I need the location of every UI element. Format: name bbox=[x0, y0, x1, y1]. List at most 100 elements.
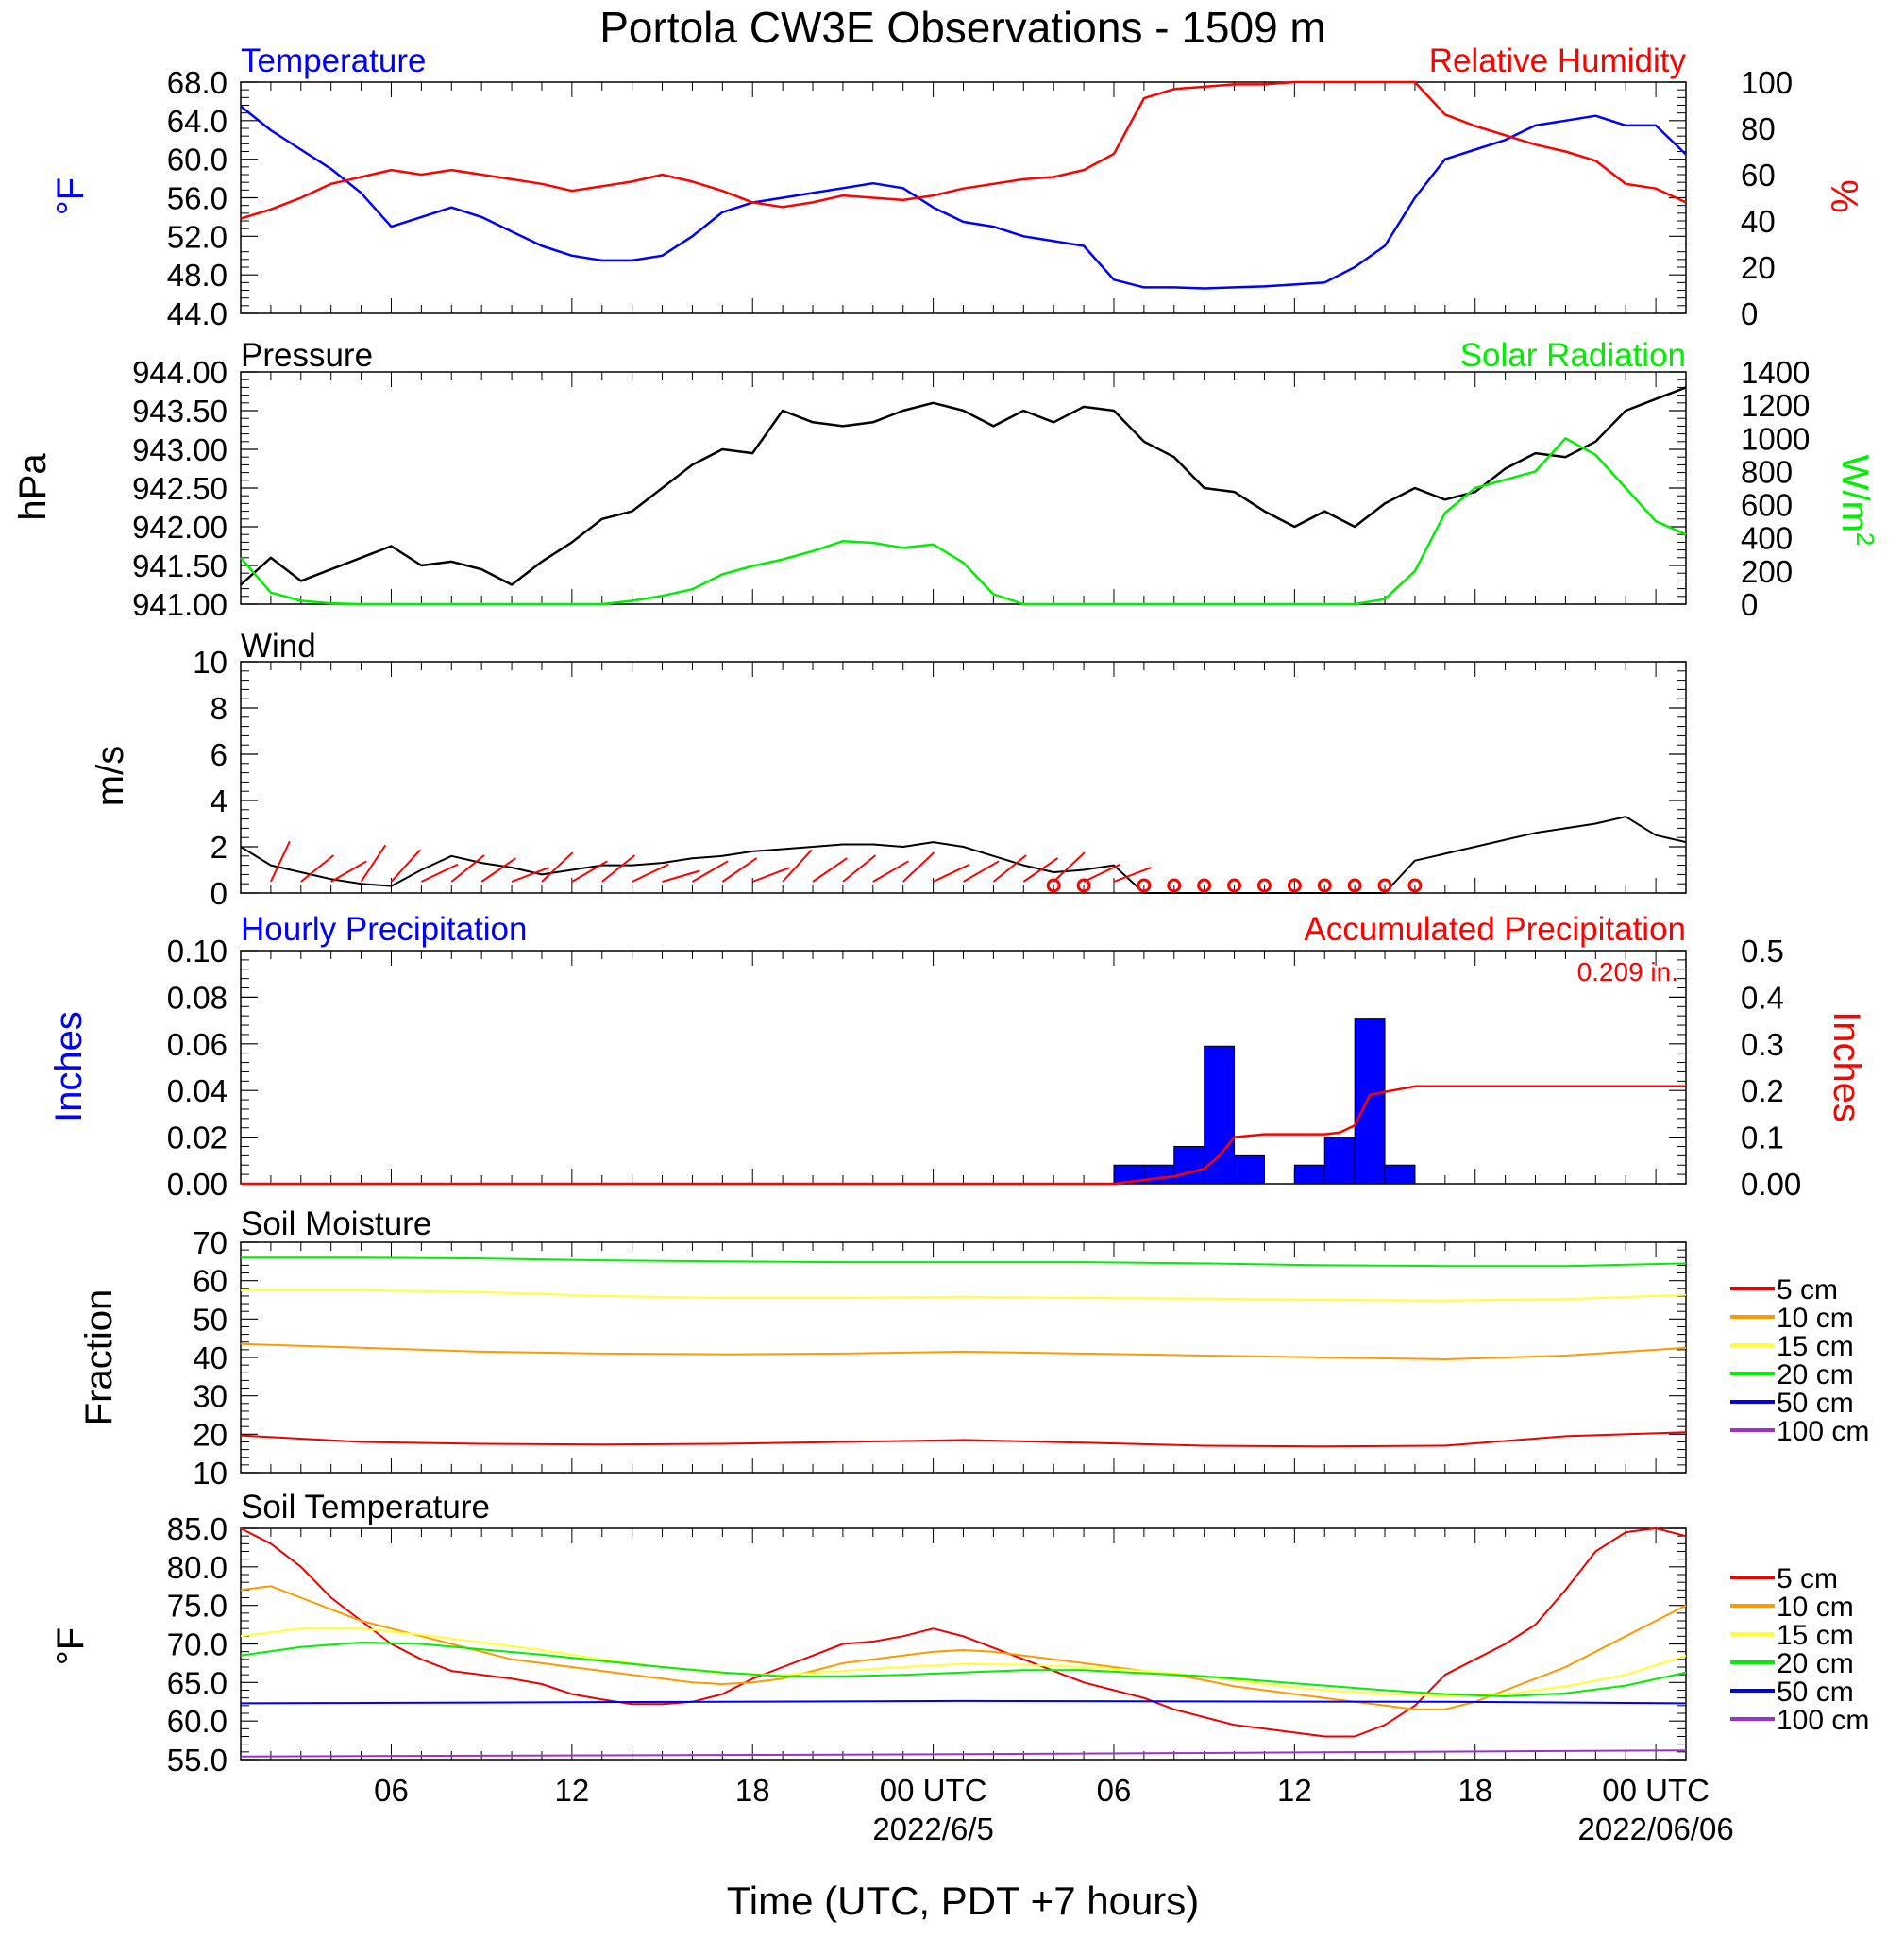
soil-line-20cm bbox=[241, 1256, 1687, 1268]
wind-barb bbox=[390, 849, 421, 883]
solar-title: Solar Radiation bbox=[1460, 337, 1686, 374]
soil-line-15cm bbox=[240, 1627, 1687, 1697]
y-tick-label-left: 64.0 bbox=[167, 104, 227, 139]
y-tick-label-right: 600 bbox=[1741, 488, 1793, 523]
y-tick-label-right: 100 bbox=[1741, 65, 1793, 100]
soil-moisture-title: Soil Moisture bbox=[241, 1205, 431, 1242]
y-tick-label-left: 70.0 bbox=[167, 1627, 227, 1662]
wind-barb bbox=[1113, 867, 1152, 883]
panel-frame bbox=[240, 1241, 1687, 1474]
x-tick-label: 06 bbox=[1097, 1773, 1132, 1808]
y-tick-label-left: 0 bbox=[211, 876, 227, 911]
y-tick-label-left: 60 bbox=[193, 1264, 227, 1299]
legend-label: 50 cm bbox=[1777, 1677, 1854, 1708]
panel-wind: 10 8 6 4 2 0 bbox=[193, 645, 1687, 911]
calm-wind-marker bbox=[1076, 878, 1091, 893]
y-tick-label-right: 1400 bbox=[1741, 355, 1810, 390]
x-tick-label: 18 bbox=[1457, 1773, 1492, 1808]
precip-ylabel-left: Inches bbox=[48, 1011, 90, 1122]
legend-label: 10 cm bbox=[1777, 1592, 1854, 1623]
solar-radiation-line bbox=[240, 437, 1687, 606]
calm-wind-marker bbox=[1317, 878, 1332, 893]
x-tick-label: 12 bbox=[1277, 1773, 1312, 1808]
y-tick-label-left: 52.0 bbox=[167, 219, 227, 254]
y-tick-label-right: 40 bbox=[1741, 204, 1776, 239]
calm-wind-marker bbox=[1347, 878, 1362, 893]
y-tick-label-right: 0.3 bbox=[1741, 1027, 1784, 1062]
y-tick-label-left: 8 bbox=[211, 691, 227, 726]
wind-barb bbox=[601, 854, 636, 883]
calm-wind-marker bbox=[1287, 878, 1302, 893]
wind-barb bbox=[1083, 863, 1121, 883]
soil-line-10cm bbox=[240, 1585, 1687, 1710]
wind-barb bbox=[662, 869, 700, 883]
hourly-precip-bar bbox=[1293, 1164, 1325, 1185]
y-tick-label-left: 70 bbox=[193, 1225, 227, 1260]
precip-ylabel-right: Inches bbox=[1826, 1011, 1867, 1122]
wind-barb bbox=[420, 863, 459, 883]
temperature-ylabel: °F bbox=[50, 177, 92, 215]
humidity-line bbox=[240, 80, 1687, 220]
temperature-title: Temperature bbox=[241, 42, 426, 79]
wind-barb bbox=[963, 860, 1000, 883]
y-tick-label-right: 0.5 bbox=[1741, 934, 1784, 969]
calm-wind-marker bbox=[1377, 878, 1392, 893]
accum-precip-total: 0.209 in. bbox=[1577, 957, 1678, 986]
solar-ylabel: W/m2 bbox=[1834, 455, 1879, 547]
y-tick-label-left: 943.00 bbox=[132, 432, 227, 467]
y-tick-label-left: 68.0 bbox=[167, 65, 227, 100]
hourly-precip-bar bbox=[1173, 1145, 1205, 1185]
y-tick-label-left: 0.08 bbox=[167, 980, 227, 1015]
panel-frame bbox=[240, 371, 1687, 605]
solar-ylabel-sup: 2 bbox=[1851, 532, 1879, 546]
legend-label: 5 cm bbox=[1777, 1563, 1838, 1594]
legend-label: 20 cm bbox=[1777, 1648, 1854, 1679]
wind-barb bbox=[450, 854, 485, 883]
soil-line-15cm bbox=[241, 1289, 1687, 1302]
y-tick-label-left: 48.0 bbox=[167, 258, 227, 293]
y-tick-label-right: 400 bbox=[1741, 521, 1793, 556]
y-tick-label-left: 941.00 bbox=[132, 587, 227, 622]
y-tick-label-left: 40 bbox=[193, 1340, 227, 1375]
y-tick-label-left: 60.0 bbox=[167, 1704, 227, 1739]
x-tick-label: 00 UTC bbox=[1602, 1773, 1710, 1808]
wind-barb bbox=[691, 860, 729, 883]
y-tick-label-right: 0.2 bbox=[1741, 1073, 1784, 1108]
wind-barb bbox=[541, 851, 574, 883]
x-tick-label: 06 bbox=[374, 1773, 409, 1808]
wind-barb bbox=[782, 849, 813, 883]
y-tick-label-left: 60.0 bbox=[167, 143, 227, 177]
soil-line-50cm bbox=[240, 1699, 1687, 1705]
y-tick-label-left: 941.50 bbox=[132, 548, 227, 583]
wind-barb bbox=[1022, 857, 1059, 883]
y-tick-label-left: 20 bbox=[193, 1417, 227, 1452]
panel-temperature-humidity: 68.0 64.0 60.0 56.052.0 48.044.0 100 80 60 40 20 0 bbox=[167, 65, 1793, 331]
x-tick-label: 00 UTC bbox=[880, 1773, 987, 1808]
wind-barb bbox=[1053, 851, 1086, 883]
y-tick-label-right: 800 bbox=[1741, 454, 1793, 489]
wind-barb bbox=[632, 863, 669, 883]
wind-barb bbox=[902, 851, 935, 883]
y-tick-label-left: 55.0 bbox=[167, 1743, 227, 1778]
pressure-ylabel: hPa bbox=[12, 453, 54, 521]
y-tick-label-left: 942.00 bbox=[132, 510, 227, 545]
y-tick-label-left: 85.0 bbox=[167, 1511, 227, 1546]
soil-line-20cm bbox=[240, 1641, 1687, 1697]
wind-barb bbox=[812, 857, 848, 883]
y-tick-label-right: 0.1 bbox=[1741, 1121, 1784, 1155]
calm-wind-marker bbox=[1197, 878, 1212, 893]
wind-title: Wind bbox=[241, 628, 316, 665]
accum-precip-title: Accumulated Precipitation bbox=[1304, 911, 1686, 948]
y-tick-label-left: 0.04 bbox=[167, 1073, 227, 1108]
legend-label: 15 cm bbox=[1777, 1331, 1854, 1362]
calm-wind-marker bbox=[1407, 878, 1423, 893]
chart-title: Portola CW3E Observations - 1509 m bbox=[599, 3, 1326, 52]
hourly-precip-bar bbox=[1384, 1164, 1416, 1185]
wind-barb bbox=[571, 860, 608, 883]
y-tick-label-left: 44.0 bbox=[167, 296, 227, 331]
solar-ylabel-unit: W/m bbox=[1834, 455, 1876, 532]
hourly-precip-bar bbox=[1143, 1164, 1175, 1185]
soil-moisture-ylabel: Fraction bbox=[78, 1289, 120, 1426]
